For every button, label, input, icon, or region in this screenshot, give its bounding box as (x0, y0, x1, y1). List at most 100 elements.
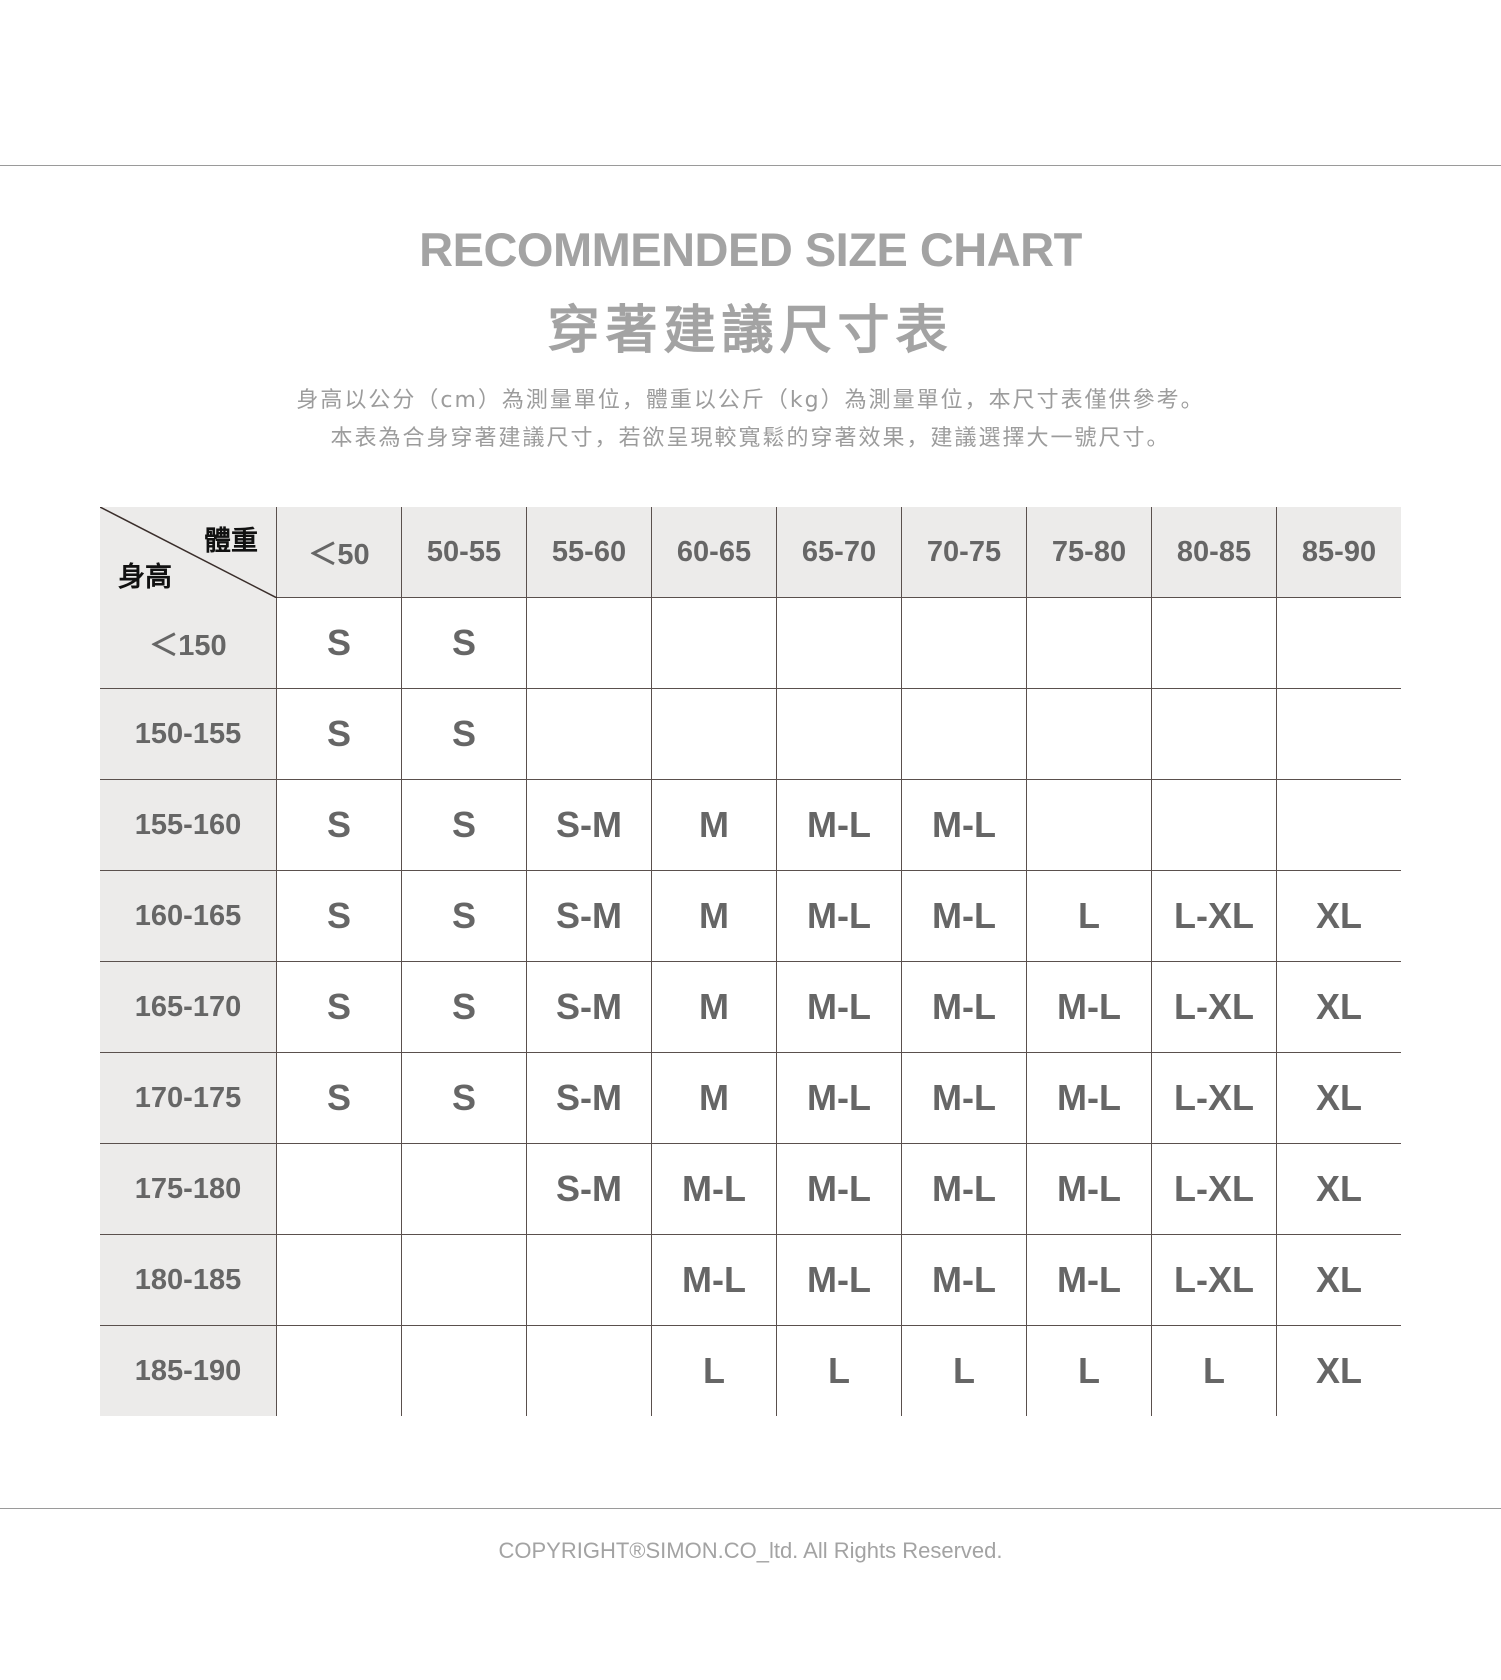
size-cell: XL (1276, 1052, 1401, 1144)
table-row: 185-190 L L L L L XL (100, 1325, 1401, 1416)
size-cell (1276, 779, 1401, 871)
bottom-divider (0, 1508, 1501, 1509)
size-cell (401, 1143, 527, 1235)
size-cell: M (651, 779, 777, 871)
size-cell: L-XL (1151, 961, 1277, 1053)
size-cell: L (651, 1325, 777, 1416)
size-cell (401, 1325, 527, 1416)
size-cell: S (401, 870, 527, 962)
weight-column-header: 55-60 (526, 507, 652, 598)
height-row-header: 175-180 (100, 1143, 277, 1235)
size-cell (1276, 597, 1401, 689)
size-cell: S-M (526, 779, 652, 871)
size-cell (526, 688, 652, 780)
weight-column-header: 85-90 (1276, 507, 1401, 598)
table-row: 170-175 S S S-M M M-L M-L M-L L-XL XL (100, 1052, 1401, 1144)
size-cell: L (1026, 870, 1152, 962)
size-cell: L (776, 1325, 902, 1416)
size-cell: S (276, 688, 402, 780)
size-cell: M-L (776, 1234, 902, 1326)
size-cell: L (1151, 1325, 1277, 1416)
size-cell: S-M (526, 1143, 652, 1235)
size-cell: S (401, 688, 527, 780)
table-row: 175-180 S-M M-L M-L M-L M-L L-XL XL (100, 1143, 1401, 1235)
size-cell: S (276, 870, 402, 962)
size-cell (776, 688, 902, 780)
size-cell: M-L (901, 1143, 1027, 1235)
size-cell: L-XL (1151, 1052, 1277, 1144)
size-cell: M-L (1026, 1052, 1152, 1144)
size-cell: XL (1276, 961, 1401, 1053)
size-cell: M-L (901, 870, 1027, 962)
size-cell (651, 688, 777, 780)
size-cell: L (1026, 1325, 1152, 1416)
table-row: 165-170 S S S-M M M-L M-L M-L L-XL XL (100, 961, 1401, 1053)
size-cell: M (651, 961, 777, 1053)
weight-column-header: 65-70 (776, 507, 902, 598)
height-axis-label: 身高 (118, 562, 172, 593)
table-row: 155-160 S S S-M M M-L M-L (100, 779, 1401, 871)
size-cell: M-L (901, 779, 1027, 871)
size-cell: M-L (776, 961, 902, 1053)
height-row-header: 165-170 (100, 961, 277, 1053)
size-cell: M-L (776, 779, 902, 871)
size-cell: S (276, 961, 402, 1053)
table-row: ＜150 S S (100, 597, 1401, 689)
size-cell (1026, 597, 1152, 689)
note-line-1: 身高以公分（cm）為測量單位，體重以公斤（kg）為測量單位，本尺寸表僅供參考。 (296, 388, 1205, 413)
size-cell (276, 1234, 402, 1326)
copyright: COPYRIGHT®SIMON.CO_ltd. All Rights Reser… (498, 1538, 1003, 1563)
size-cell: S (276, 1052, 402, 1144)
size-cell: S (401, 961, 527, 1053)
size-cell: M (651, 1052, 777, 1144)
size-cell: M-L (651, 1143, 777, 1235)
height-row-header: 160-165 (100, 870, 277, 962)
size-cell: S (401, 1052, 527, 1144)
size-cell (526, 1234, 652, 1326)
weight-column-header: 60-65 (651, 507, 777, 598)
size-cell: S-M (526, 961, 652, 1053)
height-row-header: 150-155 (100, 688, 277, 780)
size-cell: S (401, 597, 527, 689)
size-cell: S (276, 779, 402, 871)
height-row-header: 180-185 (100, 1234, 277, 1326)
size-cell: M (651, 870, 777, 962)
weight-column-header: 80-85 (1151, 507, 1277, 598)
size-cell: S-M (526, 1052, 652, 1144)
size-cell: M-L (1026, 1234, 1152, 1326)
size-cell: S (401, 779, 527, 871)
size-cell: L-XL (1151, 1234, 1277, 1326)
size-cell (526, 597, 652, 689)
size-cell: M-L (1026, 961, 1152, 1053)
size-chart-table: 體重 身高 ＜50 50-55 55-60 60-65 65-70 70-75 75-80 8… (100, 507, 1401, 1416)
height-row-header: 170-175 (100, 1052, 277, 1144)
height-row-header: ＜150 (100, 597, 277, 689)
size-cell (1151, 779, 1277, 871)
size-cell: M-L (776, 1143, 902, 1235)
weight-column-header: 50-55 (401, 507, 527, 598)
table-row: 180-185 M-L M-L M-L M-L L-XL XL (100, 1234, 1401, 1326)
size-cell: L-XL (1151, 1143, 1277, 1235)
size-cell: M-L (1026, 1143, 1152, 1235)
weight-axis-label: 體重 (204, 526, 258, 557)
top-divider (0, 165, 1501, 166)
table-row: 160-165 S S S-M M M-L M-L L L-XL XL (100, 870, 1401, 962)
size-cell: S-M (526, 870, 652, 962)
size-cell (276, 1325, 402, 1416)
title-english: RECOMMENDED SIZE CHART (419, 223, 1082, 276)
size-cell (776, 597, 902, 689)
size-cell: M-L (776, 870, 902, 962)
title-chinese: 穿著建議尺寸表 (547, 301, 954, 361)
size-cell (1276, 688, 1401, 780)
size-cell: M-L (901, 961, 1027, 1053)
size-cell: S (276, 597, 402, 689)
size-cell: XL (1276, 1234, 1401, 1326)
note-line-2: 本表為合身穿著建議尺寸，若欲呈現較寬鬆的穿著效果，建議選擇大一號尺寸。 (330, 426, 1171, 451)
size-cell (1026, 779, 1152, 871)
weight-column-header: ＜50 (276, 507, 402, 598)
height-row-header: 185-190 (100, 1325, 277, 1416)
table-row: 150-155 S S (100, 688, 1401, 780)
height-row-header: 155-160 (100, 779, 277, 871)
size-cell (401, 1234, 527, 1326)
size-cell: XL (1276, 1143, 1401, 1235)
